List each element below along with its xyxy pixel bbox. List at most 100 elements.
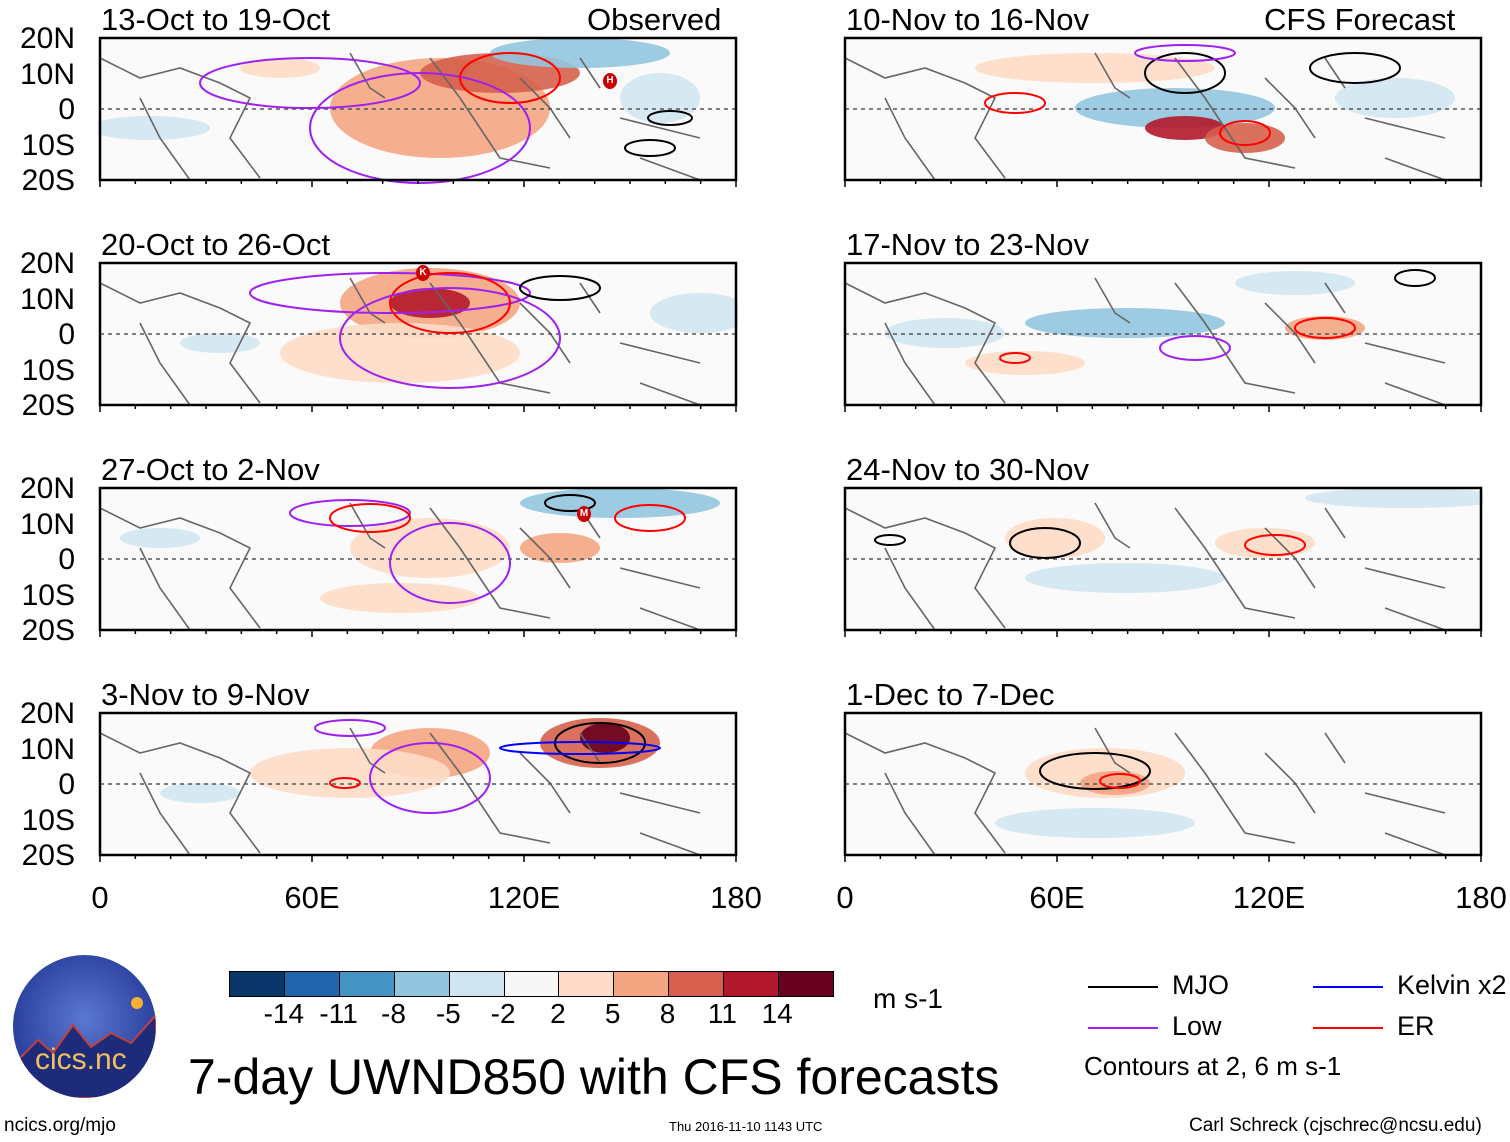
lat-label: 20N — [19, 697, 75, 730]
legend-label: Kelvin x2 — [1397, 970, 1507, 1000]
forecast-label: CFS Forecast — [1264, 2, 1456, 37]
legend-line-swatch — [1088, 986, 1158, 988]
wave-contour — [389, 522, 511, 604]
tropical-cyclone-marker: K — [416, 265, 430, 281]
wave-contour — [499, 741, 661, 755]
wind-anomaly-shading — [975, 53, 1215, 83]
wave-contour — [614, 504, 686, 532]
cics-logo: cics.nc — [13, 955, 156, 1098]
wind-anomaly-shading — [350, 518, 510, 578]
lat-label: 0 — [58, 543, 75, 576]
lat-label: 10S — [21, 128, 75, 162]
wind-anomaly-shading — [1025, 308, 1225, 338]
colorbar-swatch — [338, 972, 394, 996]
lat-label: 0 — [58, 768, 75, 801]
lat-label: 20S — [21, 389, 75, 422]
lat-label: 0 — [58, 318, 75, 351]
wind-anomaly-shading — [1145, 116, 1225, 140]
wave-contour — [1309, 52, 1401, 84]
wave-contour — [999, 352, 1031, 364]
wave-contour — [459, 52, 561, 104]
lat-label: 10N — [19, 57, 75, 91]
footer-credit: Carl Schreck (cjschrec@ncsu.edu) — [1189, 1115, 1482, 1136]
legend-line-swatch — [1088, 1027, 1158, 1029]
footer-url[interactable]: ncics.org/mjo — [4, 1115, 116, 1136]
wave-contour — [1144, 52, 1226, 94]
panel-title: 13-Oct to 19-Oct — [101, 2, 331, 37]
lon-label: 120E — [1232, 880, 1306, 915]
colorbar-tick-label: -11 — [319, 998, 358, 1029]
wave-contour — [314, 719, 386, 737]
map-panel — [98, 711, 738, 862]
contour-note: Contours at 2, 6 m s-1 — [1084, 1051, 1342, 1081]
wind-anomaly-shading — [490, 38, 670, 68]
colorbar-tick-label: -2 — [490, 998, 516, 1029]
map-panel — [843, 36, 1483, 187]
map-panel — [843, 261, 1483, 412]
wind-anomaly-shading — [160, 783, 240, 803]
wave-contour — [544, 494, 596, 512]
wind-anomaly-shading — [98, 116, 210, 140]
colorbar-tick-label: -8 — [381, 998, 406, 1029]
lat-label: 10N — [19, 507, 75, 541]
coastline — [844, 502, 1446, 631]
lat-label: 10S — [21, 803, 75, 837]
footer-timestamp: Thu 2016-11-10 1143 UTC — [669, 1119, 823, 1134]
wind-anomaly-shading — [1075, 88, 1275, 128]
wave-contour — [389, 272, 511, 334]
figure-title: 7-day UWND850 with CFS forecasts — [188, 1049, 1000, 1105]
colorbar-swatch — [668, 972, 724, 996]
lon-label: 0 — [91, 880, 109, 915]
wind-anomaly-shading — [620, 73, 700, 123]
lon-label: 60E — [284, 880, 340, 915]
colorbar-tick-label: 2 — [550, 998, 566, 1029]
observed-label: Observed — [587, 2, 722, 37]
wind-anomaly-shading — [1205, 123, 1285, 153]
colorbar-tick-label: 5 — [604, 998, 621, 1029]
wave-contour — [1219, 120, 1271, 146]
colorbar-units: m s-1 — [873, 983, 943, 1014]
colorbar-swatch — [723, 972, 779, 996]
wave-contour — [199, 57, 421, 109]
lon-label: 0 — [836, 880, 854, 915]
lon-label: 60E — [1029, 880, 1085, 915]
colorbar-swatch — [393, 972, 449, 996]
wave-contour — [1159, 335, 1231, 361]
coastline — [99, 502, 701, 631]
legend-label: Low — [1172, 1011, 1222, 1041]
lat-label: 0 — [58, 93, 75, 126]
lat-label: 20S — [21, 164, 75, 197]
wave-contour — [519, 275, 601, 301]
wave-contour — [1009, 527, 1081, 559]
legend-line-swatch — [1313, 1027, 1383, 1029]
wave-contour — [1394, 269, 1436, 287]
wave-contour — [329, 777, 361, 789]
panel-title: 3-Nov to 9-Nov — [101, 677, 310, 712]
colorbar-tick-label: 11 — [707, 998, 737, 1029]
colorbar-swatch — [558, 972, 614, 996]
coastline — [844, 52, 1446, 181]
panel-title: 27-Oct to 2-Nov — [101, 452, 320, 487]
wave-contour — [1244, 534, 1306, 556]
lat-label: 10S — [21, 353, 75, 387]
wave-contour — [1294, 317, 1356, 339]
tropical-cyclone-marker: H — [603, 73, 617, 89]
wave-contour — [874, 534, 906, 546]
legend-line-swatch — [1313, 986, 1383, 988]
panel-title: 24-Nov to 30-Nov — [846, 452, 1089, 487]
map-panel — [843, 486, 1483, 637]
coastline — [844, 277, 1446, 406]
logo-text: cics.nc — [35, 1043, 127, 1076]
wave-contour — [624, 139, 676, 157]
coastline — [99, 727, 701, 856]
wind-anomaly-shading — [995, 808, 1195, 838]
wave-contour — [289, 499, 411, 527]
lat-label: 10N — [19, 732, 75, 766]
wave-contour — [984, 92, 1046, 114]
colorbar-swatch — [230, 972, 284, 996]
wave-contour — [1039, 752, 1151, 790]
colorbar-swatch — [283, 972, 339, 996]
colorbar-tick-label: -5 — [435, 998, 461, 1029]
map-panel — [843, 711, 1483, 862]
panel-title: 17-Nov to 23-Nov — [846, 227, 1089, 262]
